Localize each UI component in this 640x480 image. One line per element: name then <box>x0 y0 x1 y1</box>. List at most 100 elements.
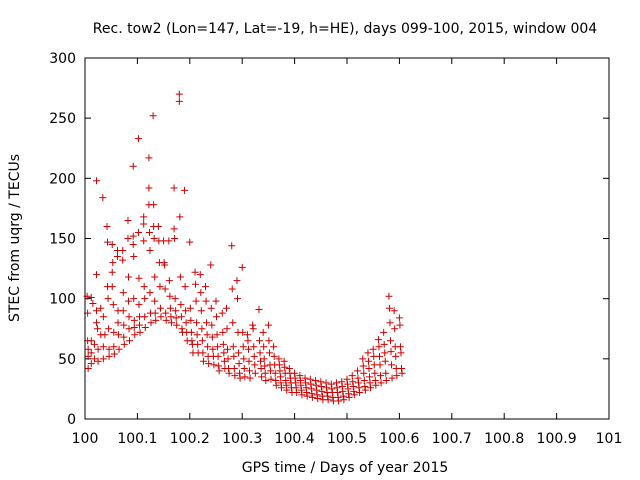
data-point <box>355 379 363 387</box>
data-point <box>141 313 149 321</box>
data-point <box>99 313 107 321</box>
data-point <box>376 361 384 369</box>
data-point <box>119 289 127 297</box>
data-point <box>93 271 101 279</box>
data-point <box>108 283 116 291</box>
data-point <box>387 348 395 356</box>
data-point <box>166 292 174 300</box>
data-point <box>203 331 211 339</box>
data-point <box>84 352 92 360</box>
data-point <box>277 379 285 387</box>
data-point <box>140 283 148 291</box>
data-point <box>199 349 207 357</box>
data-point <box>187 328 195 336</box>
data-point <box>126 337 134 345</box>
data-point <box>386 337 394 345</box>
data-point <box>230 364 238 372</box>
data-point <box>93 177 101 185</box>
data-point <box>207 261 215 269</box>
data-point <box>380 328 388 336</box>
data-point <box>382 376 390 384</box>
data-point <box>312 381 320 389</box>
data-point <box>87 337 95 345</box>
data-point <box>120 340 128 348</box>
data-point <box>365 364 373 372</box>
data-point <box>345 390 353 398</box>
data-point <box>262 376 270 384</box>
data-point <box>328 385 336 393</box>
data-point <box>222 304 230 312</box>
data-point <box>297 381 305 389</box>
data-point <box>251 361 259 369</box>
y-tick-label: 300 <box>49 51 76 67</box>
data-point <box>134 228 142 236</box>
data-point <box>119 256 127 264</box>
data-point <box>377 372 385 380</box>
data-point <box>360 369 368 377</box>
x-tick-label: 100.5 <box>327 431 367 447</box>
data-point <box>120 333 128 341</box>
data-point <box>154 222 162 230</box>
data-point <box>356 389 364 397</box>
data-point <box>162 316 170 324</box>
data-point <box>258 373 266 381</box>
data-point <box>397 349 405 357</box>
data-point <box>271 369 279 377</box>
data-point <box>203 319 211 327</box>
data-point <box>166 304 174 312</box>
data-point <box>260 355 268 363</box>
data-point <box>264 321 272 329</box>
data-point <box>124 273 132 281</box>
data-point <box>246 367 254 375</box>
data-point <box>197 289 205 297</box>
data-point <box>276 373 284 381</box>
data-point <box>135 321 143 329</box>
data-point <box>124 297 132 305</box>
data-point <box>114 319 122 327</box>
y-tick-label: 0 <box>67 412 76 428</box>
data-point <box>272 376 280 384</box>
data-point <box>375 352 383 360</box>
data-point <box>115 345 123 353</box>
data-point <box>339 392 347 400</box>
data-point <box>140 237 148 245</box>
data-point <box>364 349 372 357</box>
data-point <box>257 357 265 365</box>
data-point <box>89 299 97 307</box>
data-point <box>344 380 352 388</box>
data-point <box>266 367 274 375</box>
x-tick-label: 100.2 <box>170 431 210 447</box>
data-point <box>338 383 346 391</box>
data-point <box>334 389 342 397</box>
data-point <box>175 97 183 105</box>
data-point <box>152 316 160 324</box>
data-point <box>177 313 185 321</box>
data-point <box>214 343 222 351</box>
data-point <box>231 372 239 380</box>
data-point <box>230 352 238 360</box>
data-point <box>108 241 116 249</box>
data-point <box>303 392 311 400</box>
data-point <box>199 357 207 365</box>
data-point <box>275 355 283 363</box>
data-point <box>223 325 231 333</box>
data-point <box>165 277 173 285</box>
data-point <box>228 242 236 250</box>
data-point <box>210 361 218 369</box>
data-point <box>361 383 369 391</box>
data-point <box>212 297 220 305</box>
data-point <box>322 379 330 387</box>
data-point <box>291 369 299 377</box>
data-point <box>298 391 306 399</box>
data-point <box>261 369 269 377</box>
data-point <box>301 374 309 382</box>
data-point <box>202 297 210 305</box>
data-point <box>105 352 113 360</box>
data-point <box>119 307 127 315</box>
data-point <box>130 253 138 261</box>
data-point <box>250 343 258 351</box>
y-tick-label: 150 <box>49 232 76 248</box>
data-point <box>366 379 374 387</box>
data-point <box>87 349 95 357</box>
x-tick-label: 100 <box>72 431 99 447</box>
